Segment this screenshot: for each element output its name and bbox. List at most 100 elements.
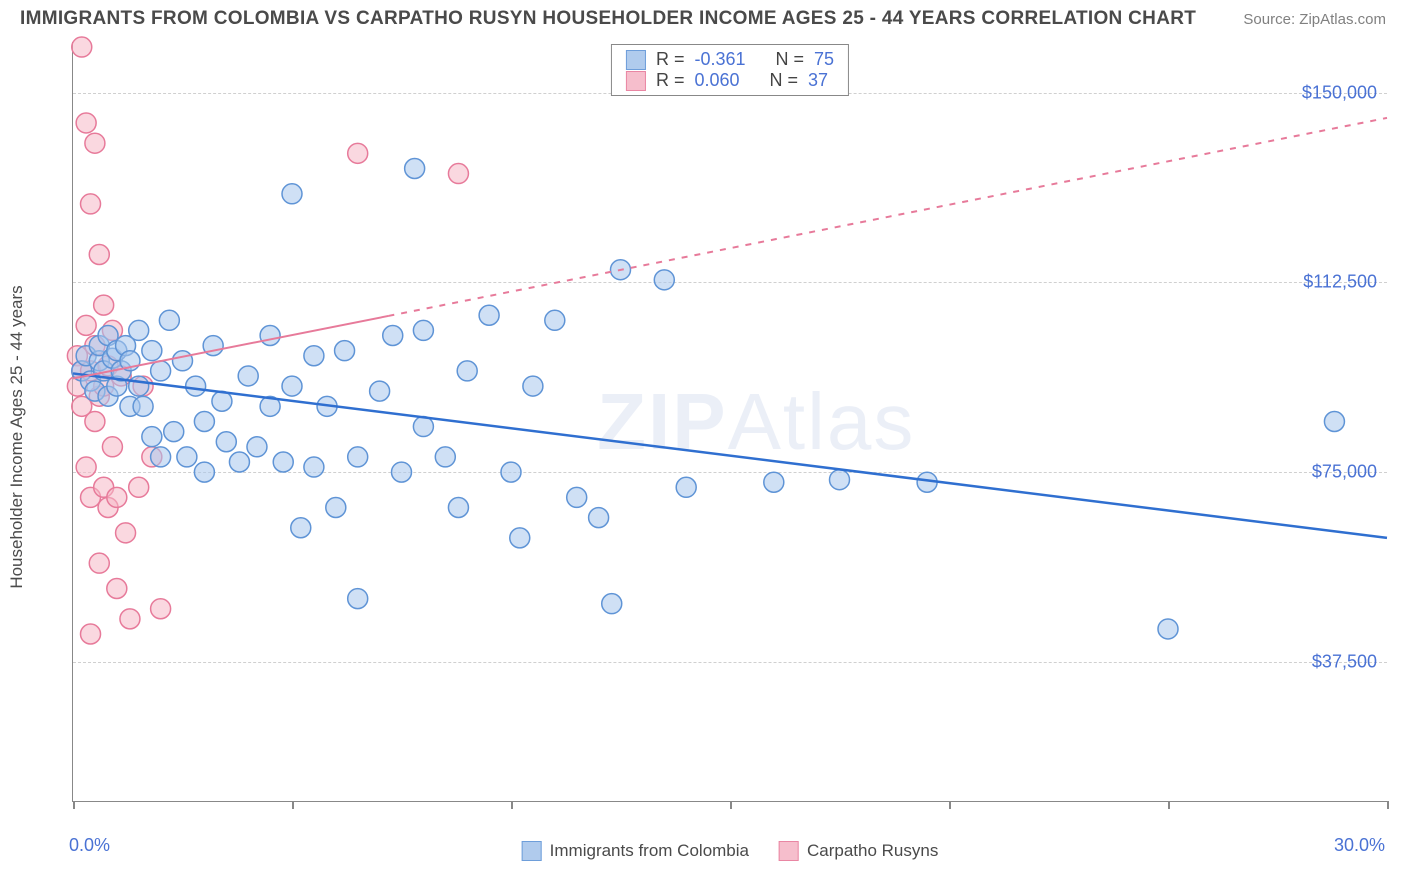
data-point [129,376,149,396]
data-point [510,528,530,548]
data-point [448,164,468,184]
data-point [545,310,565,330]
legend-swatch-blue [522,841,542,861]
data-point [194,412,214,432]
data-point [116,523,136,543]
data-point [107,578,127,598]
data-point [133,396,153,416]
x-axis-min-label: 0.0% [69,835,110,856]
chart-container: Householder Income Ages 25 - 44 years ZI… [47,42,1387,832]
x-axis-max-label: 30.0% [1334,835,1385,856]
source-prefix: Source: [1243,11,1299,28]
data-point [413,417,433,437]
stats-swatch-blue [626,50,646,70]
data-point [457,361,477,381]
x-tick [1387,801,1389,809]
x-tick [1168,801,1170,809]
data-point [282,184,302,204]
data-point [676,477,696,497]
legend-item-series2: Carpatho Rusyns [779,841,938,861]
x-tick [73,801,75,809]
data-point [76,315,96,335]
data-point [335,341,355,361]
data-point [81,624,101,644]
data-point [501,462,521,482]
data-point [151,599,171,619]
correlation-stats-box: R = -0.361 N = 75 R = 0.060 N = 37 [611,44,849,96]
data-point [448,498,468,518]
data-point [89,245,109,265]
plot-area: ZIPAtlas $37,500$75,000$112,500$150,000 … [72,42,1387,802]
data-point [129,477,149,497]
data-point [229,452,249,472]
data-point [85,412,105,432]
data-point [151,447,171,467]
data-point [830,470,850,490]
data-point [247,437,267,457]
source-attribution: Source: ZipAtlas.com [1243,11,1386,28]
data-point [177,447,197,467]
data-point [212,391,232,411]
data-point [81,194,101,214]
data-point [120,609,140,629]
data-point [326,498,346,518]
r-label: R = [656,49,685,70]
data-point [94,295,114,315]
r-value-series1: -0.361 [694,49,745,70]
x-tick [949,801,951,809]
data-point [392,462,412,482]
data-point [72,37,92,57]
data-point [348,143,368,163]
data-point [282,376,302,396]
chart-title: IMMIGRANTS FROM COLOMBIA VS CARPATHO RUS… [20,8,1196,30]
data-point [142,427,162,447]
data-point [194,462,214,482]
stats-swatch-pink [626,71,646,91]
x-tick [292,801,294,809]
stats-row-series2: R = 0.060 N = 37 [626,70,834,91]
legend-item-series1: Immigrants from Colombia [522,841,749,861]
data-point [186,376,206,396]
data-point [129,320,149,340]
data-point [159,310,179,330]
data-point [413,320,433,340]
data-point [260,325,280,345]
data-point [523,376,543,396]
data-point [173,351,193,371]
data-point [238,366,258,386]
data-point [273,452,293,472]
data-point [435,447,455,467]
data-point [164,422,184,442]
source-name: ZipAtlas.com [1299,11,1386,28]
legend-label-series2: Carpatho Rusyns [807,841,938,861]
data-point [1324,412,1344,432]
trend-line-extrapolated [388,118,1387,316]
legend-label-series1: Immigrants from Colombia [550,841,749,861]
data-point [142,341,162,361]
x-tick [511,801,513,809]
y-axis-label: Householder Income Ages 25 - 44 years [7,285,27,588]
data-point [107,487,127,507]
bottom-legend: Immigrants from Colombia Carpatho Rusyns [522,841,939,861]
r-value-series2: 0.060 [694,70,739,91]
data-point [151,361,171,381]
data-point [76,113,96,133]
data-point [405,159,425,179]
data-point [348,447,368,467]
data-point [76,457,96,477]
data-point [102,437,122,457]
stats-row-series1: R = -0.361 N = 75 [626,49,834,70]
data-point [216,432,236,452]
data-point [764,472,784,492]
data-point [589,508,609,528]
data-point [348,589,368,609]
data-point [370,381,390,401]
data-point [304,346,324,366]
data-point [383,325,403,345]
data-point [304,457,324,477]
legend-swatch-pink [779,841,799,861]
n-value-series1: 75 [814,49,834,70]
data-point [291,518,311,538]
data-point [567,487,587,507]
n-label: N = [770,70,799,91]
